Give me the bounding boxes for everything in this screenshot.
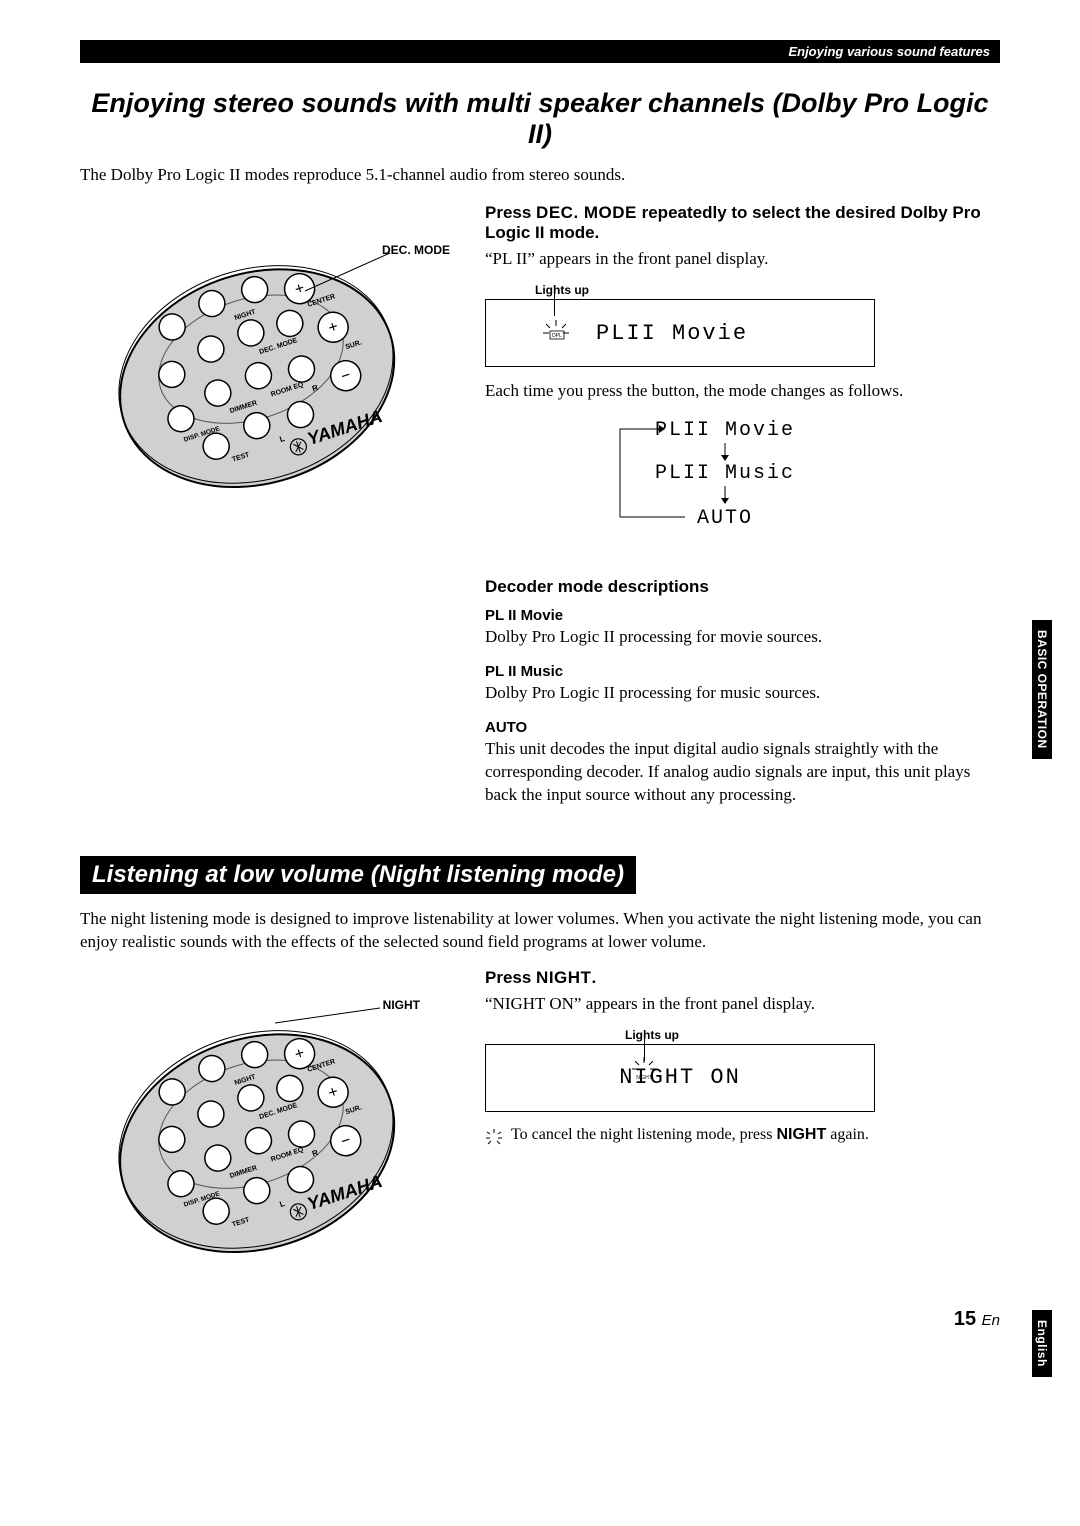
indicator-icon-1: DPL: [541, 318, 571, 353]
page-number: 15 En: [80, 1308, 1000, 1331]
cycle-desc: Each time you press the button, the mode…: [485, 381, 1000, 401]
cycle-diagram: PLII Movie PLII Music AUTO: [565, 415, 865, 552]
lights-up-label-2: Lights up: [625, 1028, 1000, 1042]
tip-icon: [485, 1128, 503, 1151]
instr2-button: NIGHT: [536, 968, 591, 987]
mode-0-name: PL II Movie: [485, 607, 1000, 624]
page-lang: En: [982, 1312, 1000, 1329]
svg-text:NIGHT: NIGHT: [636, 1075, 652, 1081]
front-panel-display-2: NIGHT NIGHT ON: [485, 1044, 875, 1112]
section2-intro: The night listening mode is designed to …: [80, 908, 1000, 954]
section2-title: Listening at low volume (Night listening…: [80, 856, 636, 894]
side-tab-basic-operation: BASIC OPERATION: [1032, 620, 1052, 759]
svg-text:PLII Music: PLII Music: [655, 462, 795, 485]
tip-prefix: To cancel the night listening mode, pres…: [511, 1126, 776, 1143]
tip-button: NIGHT: [776, 1126, 826, 1143]
mode-2-desc: This unit decodes the input digital audi…: [485, 738, 1000, 807]
instr1-prefix: Press: [485, 203, 536, 222]
svg-text:AUTO: AUTO: [697, 507, 753, 530]
remote-illustration-2: NIGHT + +: [80, 968, 460, 1273]
callout-night: NIGHT: [383, 998, 420, 1012]
tip-suffix: again.: [826, 1126, 869, 1143]
remote-svg-2: + + − NIGHT CENTE: [80, 968, 460, 1268]
tip-row: To cancel the night listening mode, pres…: [485, 1126, 1000, 1151]
display-text-1: PLII Movie: [596, 321, 748, 346]
instr1-button: DEC. MODE: [536, 203, 637, 222]
decoder-heading: Decoder mode descriptions: [485, 577, 1000, 597]
header-breadcrumb: Enjoying various sound features: [80, 40, 1000, 63]
mode-0-desc: Dolby Pro Logic II processing for movie …: [485, 626, 1000, 649]
instruction-2: Press NIGHT.: [485, 968, 1000, 988]
mode-1-name: PL II Music: [485, 663, 1000, 680]
mode-2-name: AUTO: [485, 719, 1000, 736]
instr2-suffix: .: [591, 968, 596, 987]
mode-1-desc: Dolby Pro Logic II processing for music …: [485, 682, 1000, 705]
svg-text:DPL: DPL: [552, 333, 562, 339]
svg-text:PLII Movie: PLII Movie: [655, 419, 795, 442]
result-text-1: “PL II” appears in the front panel displ…: [485, 249, 1000, 269]
lights-up-label-1: Lights up: [535, 283, 1000, 297]
callout-dec-mode: DEC. MODE: [382, 243, 450, 257]
instruction-1: Press DEC. MODE repeatedly to select the…: [485, 203, 1000, 243]
section1-title: Enjoying stereo sounds with multi speake…: [80, 88, 1000, 150]
tip-text: To cancel the night listening mode, pres…: [511, 1126, 869, 1144]
front-panel-display-1: DPL PLII Movie: [485, 299, 875, 367]
instr2-prefix: Press: [485, 968, 536, 987]
section1-intro: The Dolby Pro Logic II modes reproduce 5…: [80, 165, 1000, 185]
page-num-value: 15: [954, 1308, 976, 1330]
remote-illustration-1: DEC. MODE +: [80, 203, 460, 821]
side-tab-english: English: [1032, 1310, 1052, 1377]
result-text-2: “NIGHT ON” appears in the front panel di…: [485, 994, 1000, 1014]
